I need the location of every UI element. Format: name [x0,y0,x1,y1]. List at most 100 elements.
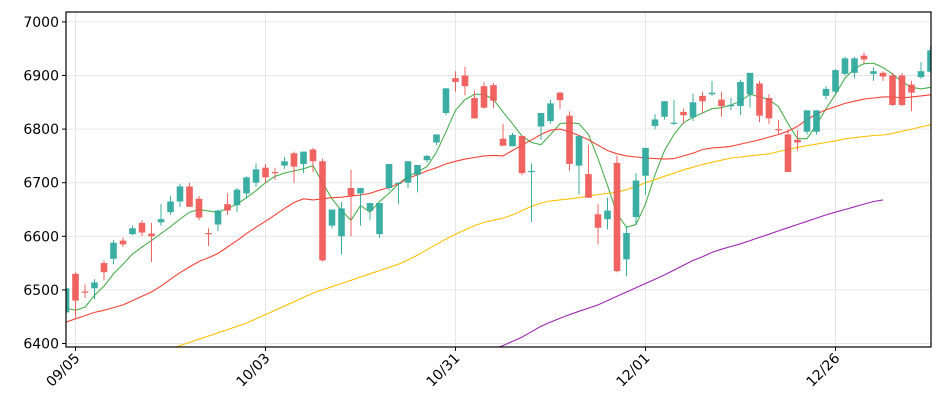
candle [689,93,697,122]
x-axis: 09/05 10/03 10/31 12/01 12/26 [43,347,843,390]
candle [784,129,792,172]
candle [271,167,279,181]
candle [756,80,763,123]
candle [841,56,849,76]
candle [442,87,450,116]
candle [813,110,820,135]
candle [528,163,535,222]
candle [328,209,336,229]
candle [518,136,526,176]
candle [471,90,478,119]
candle [347,169,355,237]
candle [233,188,241,213]
candle [585,145,592,198]
candle [309,147,317,172]
candle [81,284,89,298]
candles [66,39,941,318]
candle [604,197,611,230]
candle [129,225,136,236]
candle [110,240,117,265]
y-tick-label: 6800 [23,122,59,138]
candle [91,279,98,300]
candle [404,161,412,189]
candle [281,156,288,169]
candle [613,155,621,273]
candle [851,56,858,79]
y-tick-label: 6900 [23,69,59,85]
candle [157,204,165,226]
candle [651,114,659,130]
candle [224,193,231,215]
candle [860,52,868,64]
candle [452,71,459,92]
y-tick-label: 6500 [23,283,59,299]
plot-frame [65,11,932,348]
y-tick-label: 7000 [23,15,59,31]
candle [252,163,260,187]
candle [594,204,602,245]
candle [556,91,564,109]
candle [423,154,431,163]
candle [186,182,193,207]
candle [72,272,79,318]
candle [366,202,374,221]
candle [300,151,307,174]
x-tick-label: 09/05 [43,351,83,391]
candle [642,147,649,195]
y-tick-label: 6600 [23,229,59,245]
candle [138,220,146,237]
ma-line-ma60 [174,124,931,347]
candle [746,72,754,108]
ma-line-ma5 [66,62,931,311]
candle [737,79,744,116]
x-tick-label: 12/26 [803,350,843,390]
y-tick-label: 6400 [23,337,59,353]
candle [632,173,640,225]
candle [879,71,887,81]
candle [376,203,383,238]
ma-line-ma120 [497,199,884,347]
candle [708,80,716,96]
candle [870,67,877,81]
candle [832,69,839,94]
candle [898,72,906,107]
candle [623,226,630,277]
candle [937,39,941,71]
candle [822,86,830,100]
y-axis: 6400 6500 6600 6700 6800 6900 7000 [23,15,66,353]
candle [499,123,507,146]
candle [566,111,573,171]
candle [718,91,725,117]
candle [338,201,345,255]
candle [661,101,668,120]
candle [889,72,896,107]
candle [461,66,469,96]
candle [680,108,687,124]
candle [148,222,155,263]
x-tick-label: 10/03 [233,351,273,391]
candle [66,287,70,315]
candle [727,98,735,111]
candle [670,99,678,125]
candle [775,119,782,135]
candle [490,83,497,108]
candle [262,163,269,183]
candle [243,176,250,199]
candle [119,237,127,248]
y-tick-label: 6700 [23,176,59,192]
x-tick-label: 10/31 [423,351,463,391]
x-tick-label: 12/01 [613,351,653,391]
candle [414,165,421,193]
candle [803,110,811,135]
grid-lines [66,12,931,347]
candle [214,209,222,231]
candle [205,228,212,246]
candle [319,158,326,262]
candle [917,62,925,79]
candle [908,80,915,112]
candle [575,136,583,195]
candle [765,94,773,124]
candle [537,113,545,140]
candle [480,81,488,109]
